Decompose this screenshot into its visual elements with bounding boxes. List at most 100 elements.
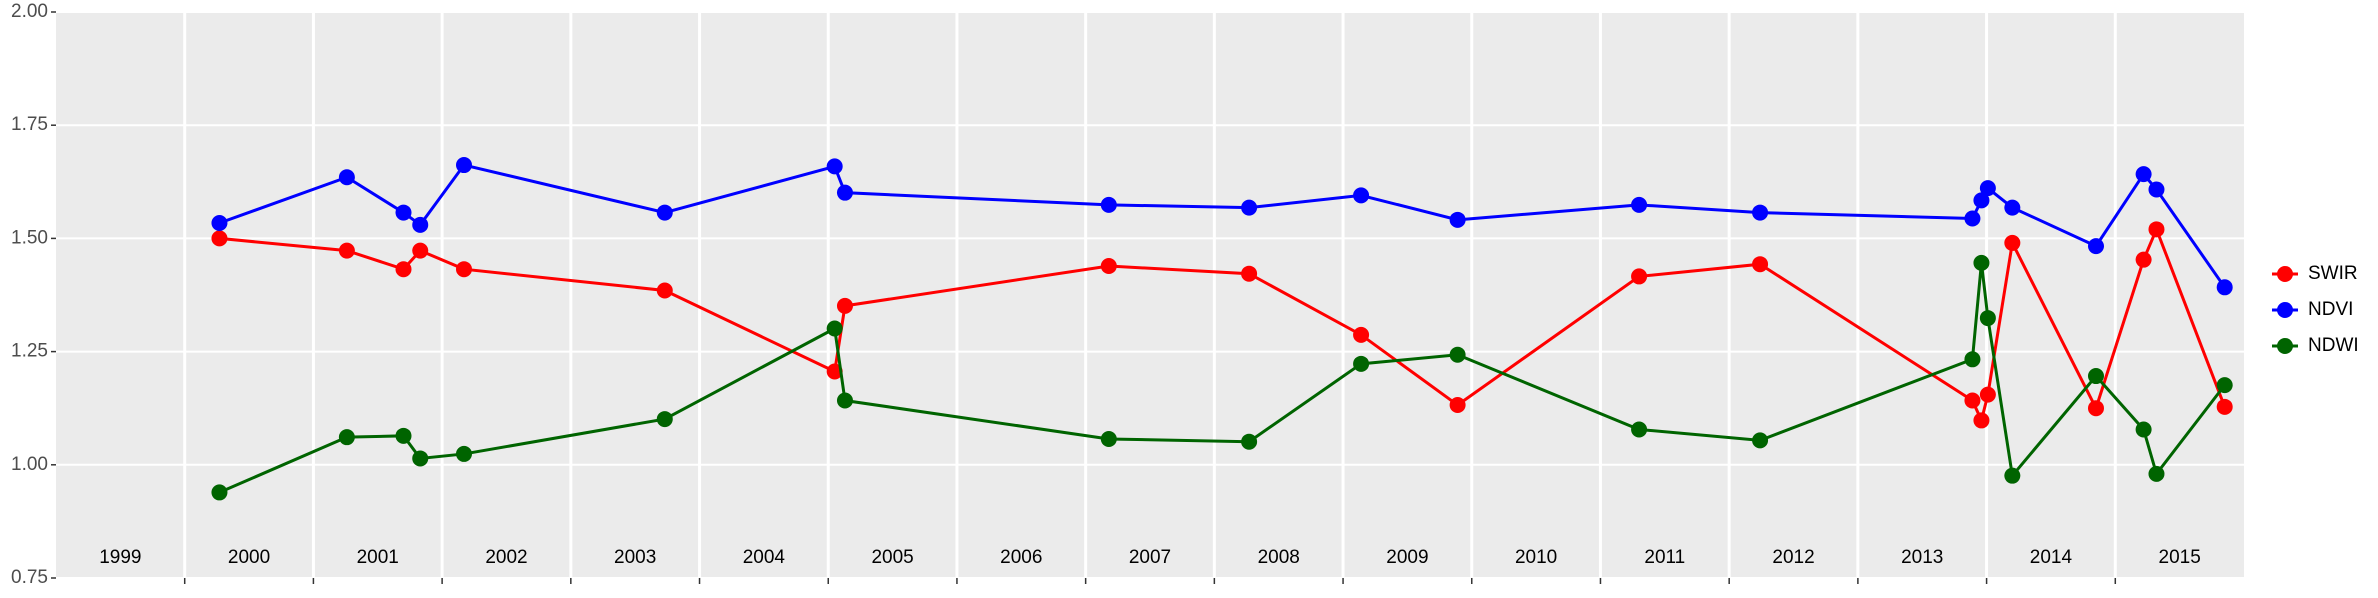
data-point	[1100, 430, 1117, 447]
data-point	[1100, 258, 1117, 275]
x-tick-label: 2015	[2159, 547, 2201, 568]
data-point	[836, 184, 853, 201]
data-point	[656, 204, 673, 221]
x-tick-label: 2010	[1515, 547, 1557, 568]
data-point	[1353, 326, 1370, 343]
x-tick-label: 2004	[743, 547, 786, 568]
data-point	[1752, 256, 1769, 273]
data-point	[412, 216, 429, 233]
legend-key-point	[2277, 302, 2293, 318]
data-point	[338, 242, 355, 259]
data-point	[826, 363, 843, 380]
series-line	[218, 163, 2226, 289]
data-point	[1241, 265, 1258, 282]
data-point	[2216, 377, 2233, 394]
data-point	[656, 411, 673, 428]
y-tick-label: 1.00	[11, 454, 48, 475]
data-point	[2087, 238, 2104, 255]
legend-label: SWIR	[2308, 263, 2358, 284]
data-point	[1449, 397, 1466, 414]
x-tick-label: 2005	[871, 547, 913, 568]
data-point	[1973, 412, 1990, 429]
data-point	[338, 169, 355, 186]
data-point	[455, 157, 472, 174]
data-point	[1100, 196, 1117, 213]
x-tick-label: 2002	[485, 547, 527, 568]
data-point	[2004, 234, 2021, 251]
data-point	[1353, 355, 1370, 372]
x-tick-label: 2009	[1386, 547, 1428, 568]
data-point	[2216, 279, 2233, 296]
data-point	[1353, 187, 1370, 204]
data-point	[211, 215, 228, 232]
data-point	[2216, 398, 2233, 415]
x-tick-label: 2012	[1772, 547, 1814, 568]
x-tick-label: 2000	[228, 547, 270, 568]
data-point	[1631, 268, 1648, 285]
legend-key-point	[2277, 338, 2293, 354]
data-point	[1752, 204, 1769, 221]
data-point	[1241, 433, 1258, 450]
data-point	[2135, 251, 2152, 268]
data-point	[2087, 368, 2104, 385]
data-point	[338, 429, 355, 446]
data-point	[395, 427, 412, 444]
data-point	[2087, 400, 2104, 417]
data-point	[1979, 310, 1996, 327]
data-point	[1973, 192, 1990, 209]
x-tick-label: 2003	[614, 547, 656, 568]
data-point	[1241, 199, 1258, 216]
y-tick-label: 2.00	[11, 1, 48, 22]
x-tick-label: 2008	[1258, 547, 1300, 568]
y-tick-label: 0.75	[11, 567, 48, 588]
data-point	[455, 261, 472, 278]
x-tick-label: 1999	[99, 547, 141, 568]
y-tick-label: 1.75	[11, 114, 48, 135]
data-point	[1752, 432, 1769, 449]
data-point	[1631, 421, 1648, 438]
data-point	[2148, 221, 2165, 238]
data-point	[211, 230, 228, 247]
data-point	[395, 204, 412, 221]
series-line	[219, 225, 2227, 425]
legend-key-point	[2277, 266, 2293, 282]
data-point	[826, 320, 843, 337]
data-point	[1631, 196, 1648, 213]
x-tick-label: 2006	[1000, 547, 1042, 568]
data-point	[412, 242, 429, 259]
data-point	[656, 282, 673, 299]
data-point	[395, 261, 412, 278]
data-point	[1449, 346, 1466, 363]
y-tick-label: 1.50	[11, 227, 48, 248]
y-tick-label: 1.25	[11, 341, 48, 362]
x-tick-label: 2007	[1129, 547, 1171, 568]
data-point	[455, 445, 472, 462]
legend-label: NDVI	[2308, 299, 2353, 320]
data-point	[836, 392, 853, 409]
data-point	[1964, 351, 1981, 368]
series-line	[218, 262, 2226, 494]
data-point	[1973, 254, 1990, 271]
data-point	[412, 450, 429, 467]
data-point	[1449, 211, 1466, 228]
data-point	[2148, 465, 2165, 482]
data-point	[826, 158, 843, 175]
x-tick-label: 2014	[2030, 547, 2073, 568]
data-point	[2004, 199, 2021, 216]
legend-label: NDWI	[2308, 335, 2359, 356]
data-point	[2004, 467, 2021, 484]
x-tick-label: 2001	[357, 547, 399, 568]
x-tick-label: 2011	[1644, 547, 1685, 568]
plot-panel	[56, 12, 2244, 578]
data-point	[1979, 386, 1996, 403]
data-point	[836, 297, 853, 314]
data-point	[2148, 181, 2165, 198]
x-tick-label: 2013	[1901, 547, 1943, 568]
data-point	[2135, 421, 2152, 438]
data-point	[1964, 392, 1981, 409]
data-point	[1964, 210, 1981, 227]
data-point	[211, 484, 228, 501]
data-point	[2135, 166, 2152, 183]
data-point	[1979, 180, 1996, 197]
